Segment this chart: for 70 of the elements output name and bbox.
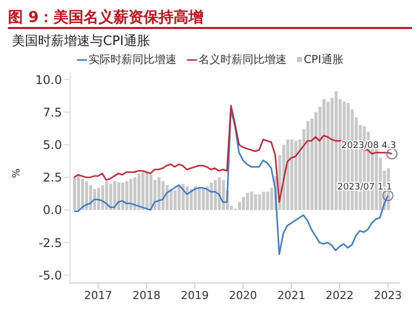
bar xyxy=(294,140,298,210)
y-tick-label: 2.5 xyxy=(42,170,62,185)
bar xyxy=(81,178,84,210)
bar xyxy=(85,181,88,210)
y-tick-label: 5.0 xyxy=(42,138,62,152)
bar xyxy=(202,188,205,210)
bar xyxy=(158,177,161,210)
bar xyxy=(89,185,92,210)
bar xyxy=(254,194,258,210)
bar xyxy=(206,186,209,210)
bar xyxy=(218,177,221,210)
x-tick-label: 2021 xyxy=(277,288,306,302)
x-tick-label: 2017 xyxy=(84,288,112,302)
bar xyxy=(121,182,124,210)
bar xyxy=(194,186,197,210)
bar xyxy=(222,180,225,210)
bar xyxy=(145,172,148,210)
y-axis-title: % xyxy=(12,168,23,178)
x-tick-label: 2020 xyxy=(229,288,258,302)
bar xyxy=(109,184,112,210)
x-tick-label: 2023 xyxy=(374,288,402,302)
bar xyxy=(93,189,96,210)
bar xyxy=(242,196,246,210)
bar xyxy=(162,181,165,210)
bar xyxy=(262,192,266,210)
x-tick-label: 2019 xyxy=(180,288,209,302)
legend-label: CPI通胀 xyxy=(302,52,344,67)
chart-subtitle: 美国时薪增速与CPI通胀 xyxy=(12,33,151,50)
bar xyxy=(133,177,136,210)
bar xyxy=(190,189,193,210)
bar xyxy=(198,188,201,210)
bar xyxy=(214,180,217,210)
x-tick-label: 2022 xyxy=(326,288,354,302)
bar xyxy=(182,184,185,210)
bar xyxy=(141,172,144,210)
legend-label: 实际时薪同比增速 xyxy=(88,52,177,67)
bar xyxy=(113,181,116,210)
y-tick-label: 0.0 xyxy=(42,203,62,218)
bar xyxy=(101,185,104,210)
bar xyxy=(290,140,294,210)
bar xyxy=(210,182,213,210)
y-tick-label: 7.5 xyxy=(42,105,62,120)
annotation: 2023/07 1.1 xyxy=(337,182,392,193)
bar xyxy=(149,174,152,210)
bar xyxy=(326,102,330,210)
bar xyxy=(322,99,326,210)
chart-title: 图 9：美国名义薪资保持高增 xyxy=(8,8,412,29)
x-tick-label: 2018 xyxy=(132,288,160,302)
bar xyxy=(125,181,128,210)
y-tick-label: 10.0 xyxy=(35,72,62,87)
bar xyxy=(178,185,181,210)
bar xyxy=(170,189,173,210)
bar xyxy=(250,192,254,210)
bar xyxy=(246,193,250,210)
bar xyxy=(117,182,120,210)
y-tick-label: -2.5 xyxy=(38,236,62,250)
bar xyxy=(166,185,169,210)
bar xyxy=(73,177,76,210)
bar xyxy=(266,192,270,210)
bar xyxy=(105,181,108,210)
legend-label: 名义时薪同比增速 xyxy=(198,52,287,67)
bar xyxy=(137,173,140,210)
bar xyxy=(129,178,132,210)
bar xyxy=(334,91,338,210)
bar xyxy=(306,121,310,210)
bar xyxy=(286,140,290,210)
y-tick-label: -5.0 xyxy=(38,268,62,282)
bar xyxy=(97,188,100,210)
bar xyxy=(77,174,80,210)
bar xyxy=(258,194,262,210)
